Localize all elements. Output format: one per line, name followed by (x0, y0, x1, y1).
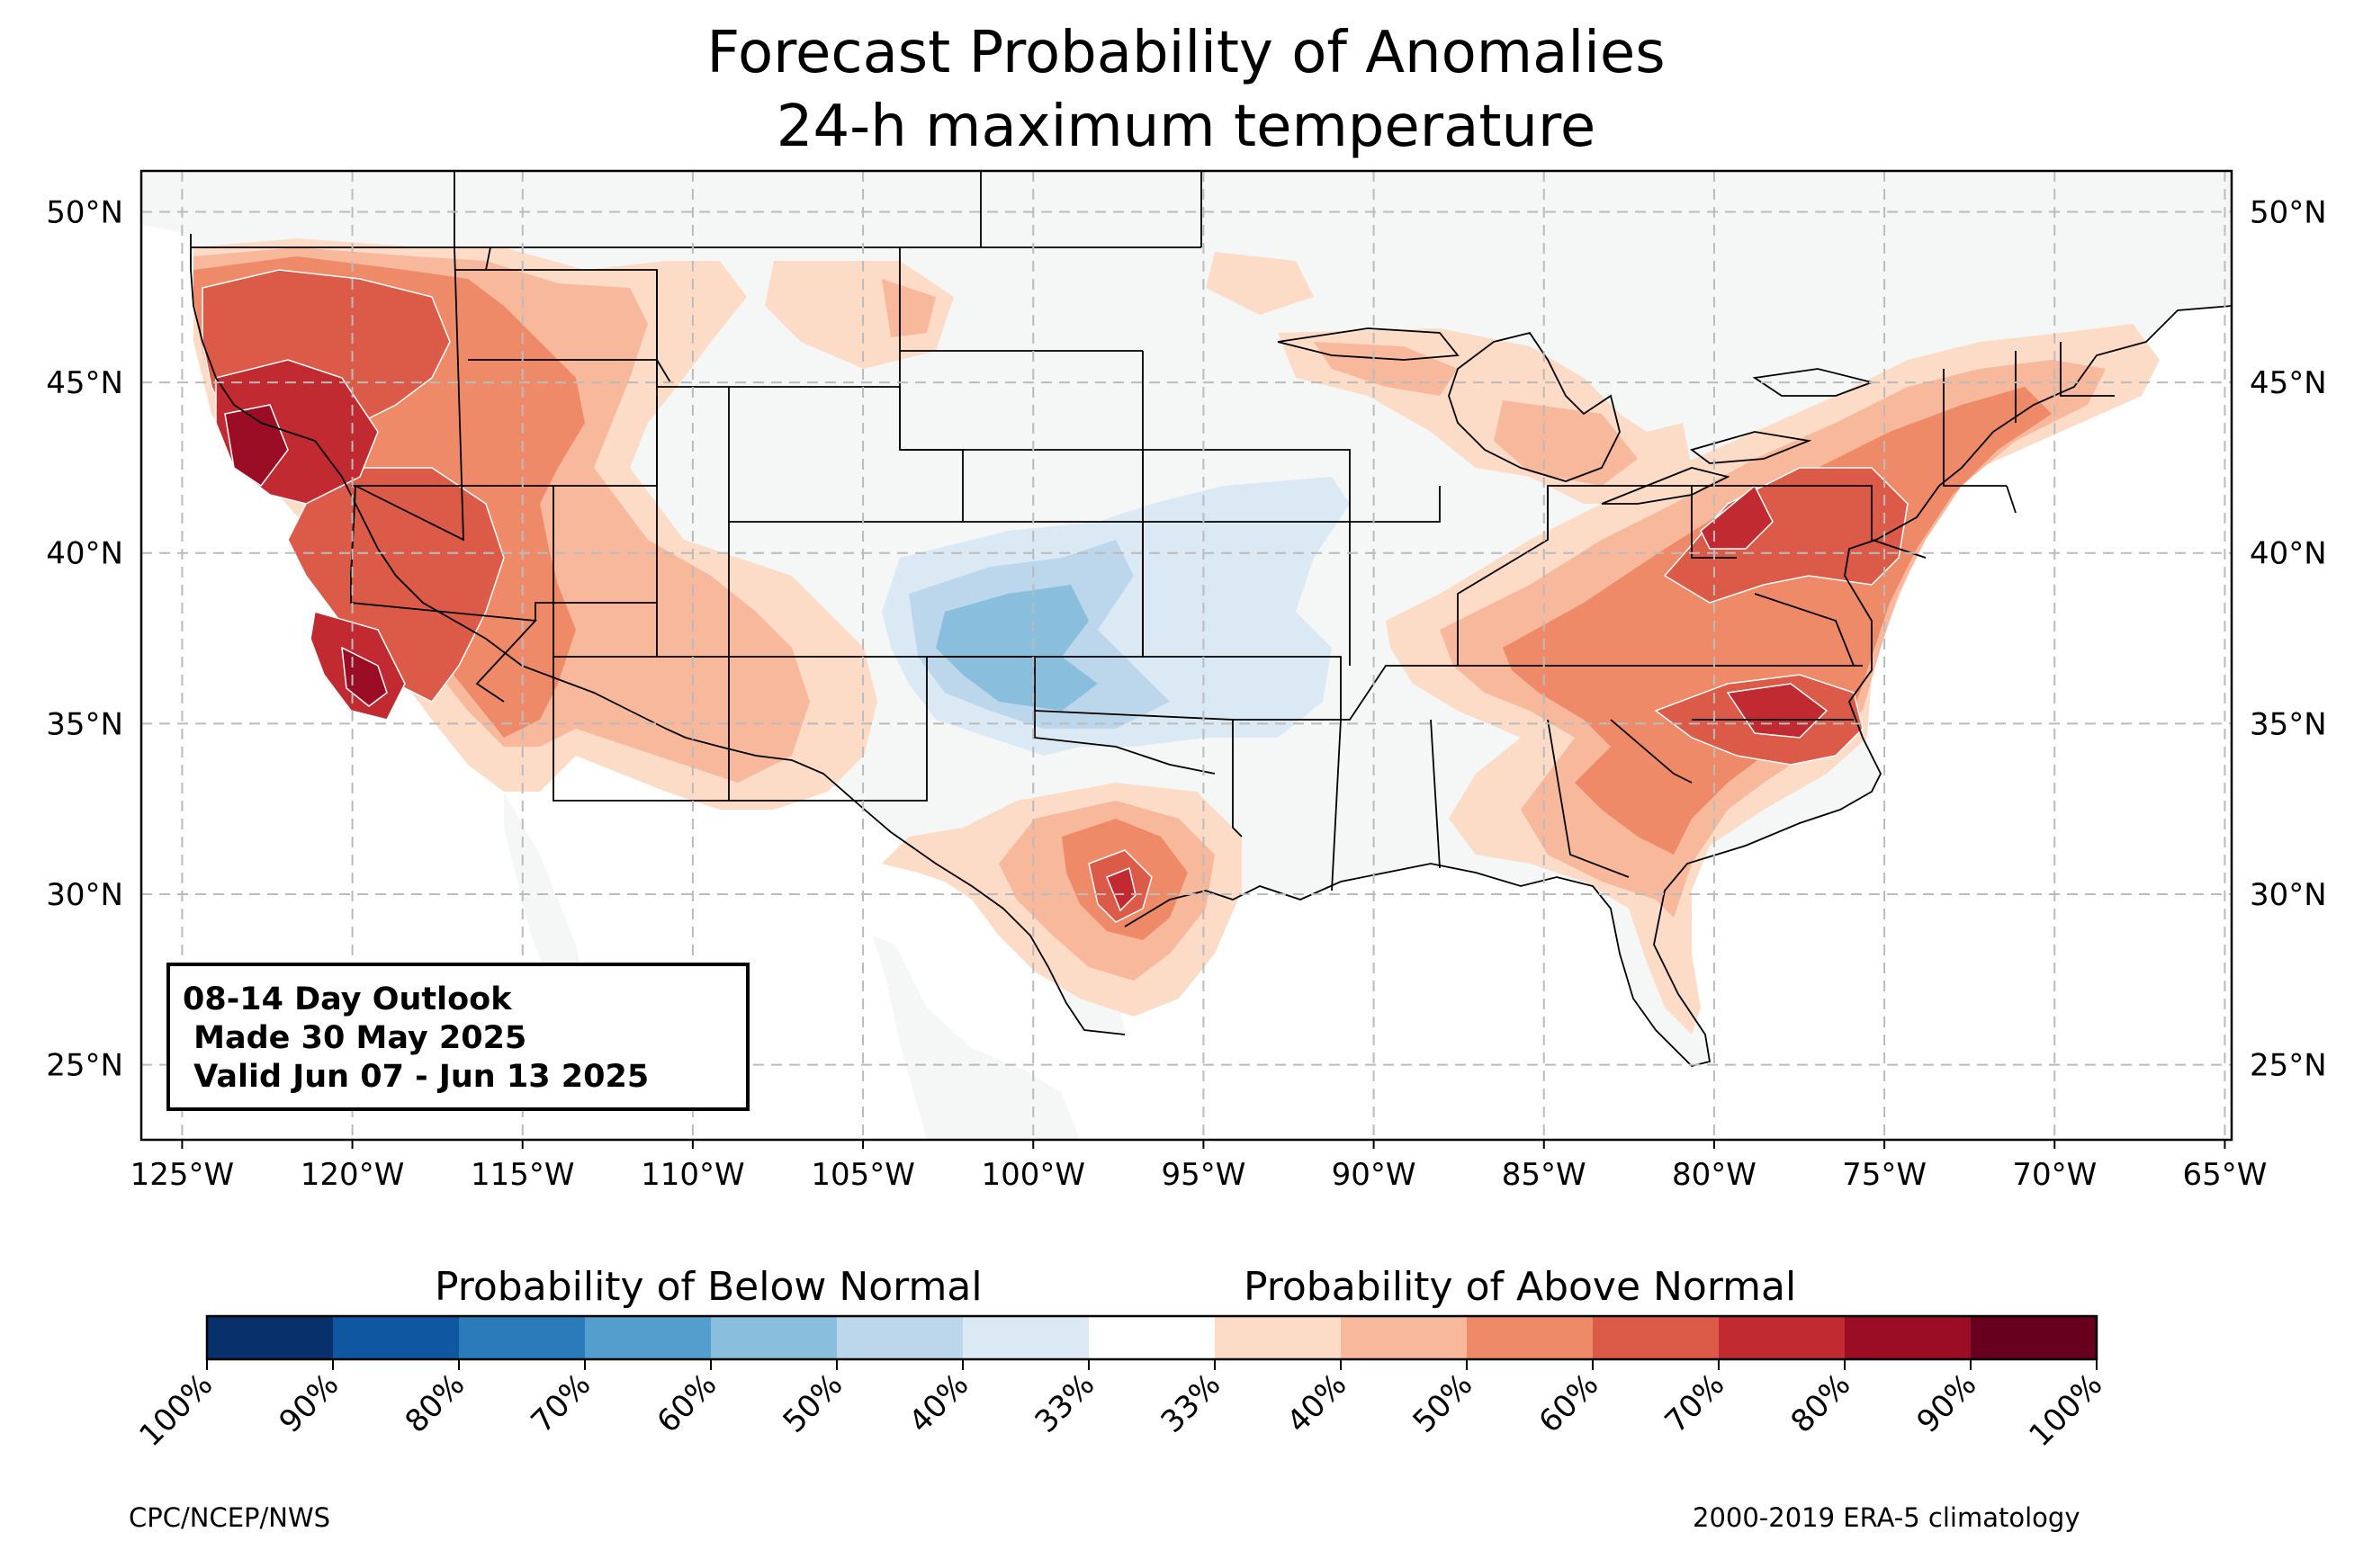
latitude-label: 35°N (2250, 706, 2327, 742)
colorbar-tick-label: 40% (1280, 1366, 1354, 1440)
colorbar-frame (205, 1314, 2098, 1361)
longitude-label: 85°W (1502, 1157, 1586, 1193)
latitude-labels-left: 50°N 45°N 40°N 35°N 30°N 25°N (46, 195, 123, 1084)
colorbar-swatch (459, 1316, 586, 1359)
colorbar-swatch (1719, 1316, 1846, 1359)
colorbar-swatch (1971, 1316, 2098, 1359)
colorbar-tick-label: 70% (525, 1366, 598, 1440)
longitude-label: 120°W (301, 1157, 405, 1193)
outlook-valid-range: Valid Jun 07 - Jun 13 2025 (183, 1059, 650, 1095)
colorbar-tick-label: 50% (777, 1366, 850, 1440)
colorbar-tick-label: 33% (1029, 1366, 1102, 1440)
colorbar-swatch (711, 1316, 838, 1359)
colorbar-swatch (1215, 1316, 1342, 1359)
colorbar-swatch (1467, 1316, 1594, 1359)
outlook-info-box: 08-14 Day Outlook Made 30 May 2025 Valid… (166, 963, 750, 1111)
climatology-note: 2000-2019 ERA-5 climatology (1693, 1502, 2080, 1533)
colorbar-swatch (1593, 1316, 1720, 1359)
below-normal-heading: Probability of Below Normal (435, 1264, 983, 1310)
colorbar-swatch (1845, 1316, 1972, 1359)
colorbar-tick-label: 70% (1658, 1366, 1732, 1440)
above-normal-heading: Probability of Above Normal (1244, 1264, 1797, 1310)
colorbar-swatch (1341, 1316, 1468, 1359)
longitude-label: 115°W (471, 1157, 575, 1193)
longitude-label: 80°W (1672, 1157, 1757, 1193)
longitude-label: 70°W (2012, 1157, 2097, 1193)
colorbar-tick-label: 60% (651, 1366, 724, 1440)
colorbar-tick-label: 60% (1532, 1366, 1606, 1440)
source-credit: CPC/NCEP/NWS (129, 1502, 331, 1533)
longitude-label: 110°W (641, 1157, 745, 1193)
latitude-label: 40°N (2250, 536, 2327, 572)
latitude-label: 35°N (46, 706, 123, 742)
latitude-label: 45°N (2250, 365, 2327, 401)
map-title-line-1: Forecast Probability of Anomalies (706, 20, 1666, 86)
latitude-label: 50°N (2250, 195, 2327, 231)
colorbar-tick-label: 50% (1406, 1366, 1480, 1440)
outlook-made-date: Made 30 May 2025 (183, 1020, 527, 1056)
map-title-line-2: 24-h maximum temperature (776, 94, 1596, 160)
longitude-label: 105°W (811, 1157, 915, 1193)
longitude-label: 125°W (130, 1157, 235, 1193)
colorbar-tick-label: 90% (273, 1366, 346, 1440)
latitude-label: 30°N (46, 877, 123, 913)
colorbar-tick-label: 100% (132, 1366, 220, 1454)
longitude-labels: 125°W 120°W 115°W 110°W 105°W 100°W 95°W 90°W 85… (130, 1140, 2267, 1193)
latitude-label: 25°N (46, 1048, 123, 1084)
colorbar-swatch (333, 1316, 460, 1359)
colorbar-swatch (207, 1316, 334, 1359)
longitude-label: 90°W (1332, 1157, 1416, 1193)
longitude-label: 75°W (1842, 1157, 1927, 1193)
colorbar-tick-labels: 100% 90% 80% 70% 60% 50% 40% 33% 33% 40% 50% 60% 70%… (132, 1359, 2109, 1454)
longitude-label: 100°W (981, 1157, 1085, 1193)
colorbar-tick-label: 40% (903, 1366, 976, 1440)
colorbar-tick-label: 80% (1784, 1366, 1858, 1440)
colorbar-swatch (837, 1316, 964, 1359)
colorbar-swatch (1089, 1316, 1216, 1359)
colorbar (205, 1314, 2098, 1361)
colorbar-swatch (585, 1316, 712, 1359)
colorbar-tick-label: 80% (399, 1366, 472, 1440)
colorbar-swatch (963, 1316, 1090, 1359)
outlook-period: 08-14 Day Outlook (183, 981, 512, 1017)
map-area (141, 171, 2232, 1140)
colorbar-tick-label: 90% (1910, 1366, 1984, 1440)
latitude-labels-right: 50°N 45°N 40°N 35°N 30°N 25°N (2250, 195, 2327, 1084)
below-normal-contours (882, 477, 1350, 756)
colorbar-tick-label: 33% (1155, 1366, 1228, 1440)
latitude-label: 45°N (46, 365, 123, 401)
colorbar-tick-label: 100% (2022, 1366, 2109, 1454)
latitude-label: 30°N (2250, 877, 2327, 913)
latitude-label: 40°N (46, 536, 123, 572)
coastlines (190, 234, 2232, 1067)
map-frame (139, 169, 2233, 1142)
latitude-label: 25°N (2250, 1048, 2327, 1084)
longitude-label: 65°W (2182, 1157, 2267, 1193)
longitude-label: 95°W (1161, 1157, 1245, 1193)
latitude-label: 50°N (46, 195, 123, 231)
